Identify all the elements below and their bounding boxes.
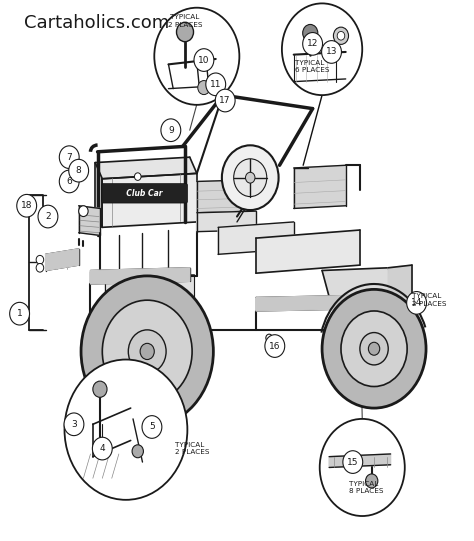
Polygon shape	[91, 268, 190, 284]
Text: 9: 9	[168, 126, 173, 135]
Circle shape	[38, 205, 58, 228]
Polygon shape	[79, 206, 100, 235]
Text: 18: 18	[21, 201, 32, 210]
Text: 12: 12	[307, 39, 319, 48]
Polygon shape	[294, 166, 346, 208]
Text: 1: 1	[17, 309, 22, 318]
Circle shape	[79, 206, 88, 216]
Circle shape	[234, 159, 267, 196]
FancyBboxPatch shape	[102, 183, 187, 203]
Text: Club Car: Club Car	[121, 189, 168, 198]
Circle shape	[321, 41, 341, 63]
Circle shape	[9, 302, 29, 325]
Circle shape	[215, 89, 235, 112]
Text: Cartaholics.com: Cartaholics.com	[24, 14, 170, 32]
Circle shape	[282, 3, 362, 95]
Polygon shape	[256, 230, 360, 273]
Circle shape	[140, 344, 155, 360]
Circle shape	[206, 73, 226, 96]
Circle shape	[246, 172, 255, 183]
Circle shape	[322, 289, 426, 408]
Text: 15: 15	[347, 458, 358, 466]
Text: 10: 10	[198, 56, 210, 64]
Text: TYPICAL
2 PLACES: TYPICAL 2 PLACES	[412, 293, 447, 307]
Circle shape	[93, 381, 107, 397]
Circle shape	[102, 300, 192, 403]
Circle shape	[265, 335, 285, 358]
Circle shape	[176, 22, 193, 42]
Text: 4: 4	[100, 444, 105, 453]
Text: 16: 16	[269, 341, 281, 351]
Text: 2: 2	[45, 212, 51, 221]
Text: 17: 17	[219, 96, 231, 105]
Circle shape	[132, 445, 144, 458]
Circle shape	[266, 334, 273, 342]
Polygon shape	[256, 295, 388, 311]
Text: 14: 14	[411, 299, 422, 307]
Polygon shape	[197, 211, 256, 232]
Text: TYPICAL
8 PLACES: TYPICAL 8 PLACES	[348, 480, 383, 494]
Circle shape	[128, 330, 166, 373]
Circle shape	[161, 119, 181, 142]
Text: TYPICAL
2 PLACES: TYPICAL 2 PLACES	[174, 442, 209, 456]
Circle shape	[36, 263, 44, 272]
Circle shape	[69, 160, 89, 182]
Polygon shape	[95, 157, 197, 179]
Text: 7: 7	[66, 153, 72, 162]
Circle shape	[365, 474, 378, 488]
Circle shape	[155, 8, 239, 105]
Polygon shape	[197, 180, 251, 213]
Circle shape	[64, 413, 84, 436]
Circle shape	[303, 24, 318, 42]
Circle shape	[64, 360, 187, 500]
Circle shape	[17, 194, 36, 217]
Circle shape	[319, 419, 405, 516]
Circle shape	[368, 342, 380, 355]
Circle shape	[337, 31, 345, 40]
Text: TYPICAL
6 PLACES: TYPICAL 6 PLACES	[295, 60, 329, 73]
Circle shape	[142, 415, 162, 438]
Polygon shape	[329, 454, 391, 467]
Circle shape	[303, 32, 322, 55]
Polygon shape	[388, 265, 412, 308]
Text: 11: 11	[210, 80, 221, 89]
Text: 5: 5	[149, 423, 155, 432]
Text: 3: 3	[71, 420, 77, 429]
Text: 6: 6	[66, 177, 72, 186]
Polygon shape	[218, 222, 294, 254]
Circle shape	[222, 146, 279, 210]
Text: TYPICAL
2 PLACES: TYPICAL 2 PLACES	[168, 15, 202, 28]
Circle shape	[407, 292, 427, 314]
Circle shape	[198, 81, 210, 95]
Circle shape	[333, 27, 348, 44]
Circle shape	[81, 276, 213, 427]
Circle shape	[92, 437, 112, 460]
Circle shape	[341, 311, 407, 386]
Circle shape	[59, 170, 79, 193]
Circle shape	[343, 451, 363, 473]
Polygon shape	[46, 249, 79, 270]
Circle shape	[36, 255, 44, 264]
Circle shape	[194, 49, 214, 71]
Text: 8: 8	[76, 166, 82, 175]
Polygon shape	[105, 275, 194, 320]
Text: 13: 13	[326, 48, 337, 56]
Circle shape	[360, 333, 388, 365]
Polygon shape	[322, 268, 398, 306]
Circle shape	[59, 146, 79, 168]
Circle shape	[135, 173, 141, 180]
Polygon shape	[95, 163, 102, 227]
Polygon shape	[102, 173, 197, 227]
